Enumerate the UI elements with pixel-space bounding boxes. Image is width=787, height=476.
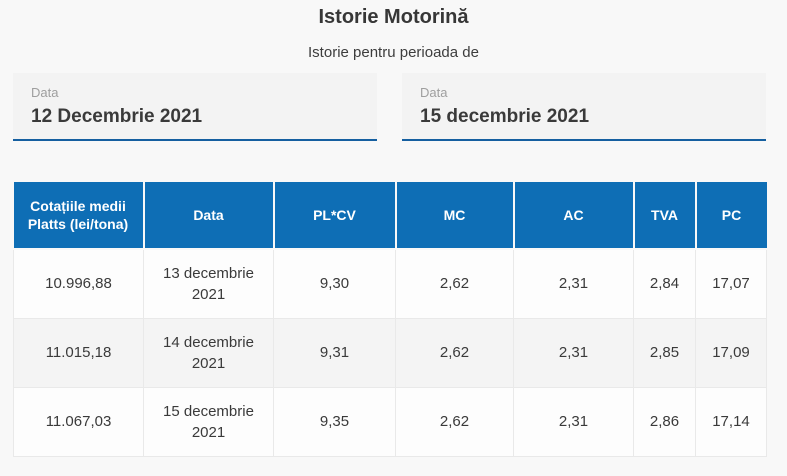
date-to-label: Data [420,85,448,100]
page-title: Istorie Motorină [318,6,469,28]
cell-date: 15 decembrie 2021 [143,386,274,457]
cell-plcv: 9,35 [273,386,396,457]
price-history-table: Cotațiile medii Platts (lei/tona) Data P… [13,182,767,457]
cell-pc: 17,14 [695,386,767,457]
cell-ac: 2,31 [513,248,634,319]
cell-pc: 17,09 [695,317,767,388]
table-row: 10.996,88 13 decembrie 2021 9,30 2,62 2,… [13,248,767,319]
column-header-mc: MC [395,182,515,250]
cell-platts: 11.015,18 [13,317,144,388]
date-from-label: Data [31,85,59,100]
cell-date: 13 decembrie 2021 [143,248,274,319]
cell-mc: 2,62 [395,248,514,319]
date-from-field[interactable]: Data 12 Decembrie 2021 [13,73,377,141]
date-to-value[interactable]: 15 decembrie 2021 [420,106,590,127]
cell-ac: 2,31 [513,317,634,388]
table-header-row: Cotațiile medii Platts (lei/tona) Data P… [13,182,767,250]
cell-mc: 2,62 [395,386,514,457]
column-header-ac: AC [513,182,635,250]
cell-tva: 2,85 [633,317,696,388]
cell-tva: 2,84 [633,248,696,319]
column-header-tva: TVA [633,182,697,250]
column-header-plcv: PL*CV [273,182,397,250]
cell-platts: 10.996,88 [13,248,144,319]
cell-plcv: 9,30 [273,248,396,319]
cell-date: 14 decembrie 2021 [143,317,274,388]
date-range-fields: Data 12 Decembrie 2021 Data 15 decembrie… [13,73,766,141]
column-header-platts: Cotațiile medii Platts (lei/tona) [13,182,145,250]
cell-platts: 11.067,03 [13,386,144,457]
cell-mc: 2,62 [395,317,514,388]
cell-ac: 2,31 [513,386,634,457]
table-row: 11.015,18 14 decembrie 2021 9,31 2,62 2,… [13,317,767,388]
date-from-value[interactable]: 12 Decembrie 2021 [31,106,203,127]
table-row: 11.067,03 15 decembrie 2021 9,35 2,62 2,… [13,386,767,457]
column-header-data: Data [143,182,275,250]
date-to-field[interactable]: Data 15 decembrie 2021 [402,73,766,141]
page-subtitle: Istorie pentru perioada de [308,44,479,61]
cell-plcv: 9,31 [273,317,396,388]
cell-pc: 17,07 [695,248,767,319]
cell-tva: 2,86 [633,386,696,457]
column-header-pc: PC [695,182,767,250]
